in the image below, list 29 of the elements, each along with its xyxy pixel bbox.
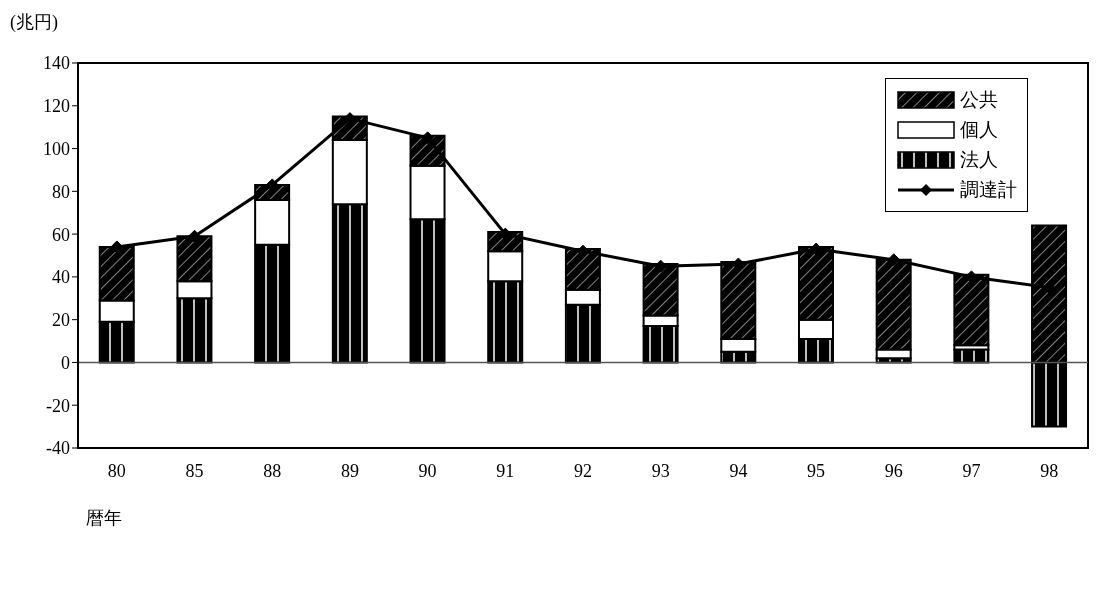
legend-label: 法人 bbox=[960, 148, 998, 172]
y-tick-label: 40 bbox=[52, 267, 70, 288]
legend-label: 公共 bbox=[960, 88, 998, 112]
x-tick-label: 89 bbox=[340, 460, 359, 481]
x-tick-label: 94 bbox=[729, 460, 748, 481]
legend-label: 個人 bbox=[960, 118, 998, 142]
y-tick-label: 80 bbox=[52, 181, 70, 202]
legend-label: 調達計 bbox=[960, 178, 1017, 202]
y-tick-label: 60 bbox=[52, 224, 70, 245]
x-tick-label: 98 bbox=[1040, 460, 1059, 481]
y-axis-title: (兆円) bbox=[10, 11, 58, 34]
y-tick-label: -40 bbox=[46, 438, 70, 459]
y-tick-label: 140 bbox=[43, 53, 70, 74]
y-tick-label: 120 bbox=[43, 96, 70, 117]
x-tick-label: 97 bbox=[962, 460, 981, 481]
y-tick-label: 100 bbox=[43, 138, 70, 159]
x-tick-label: 88 bbox=[263, 460, 282, 481]
x-axis-title: 暦年 bbox=[86, 507, 122, 530]
y-tick-label: 0 bbox=[61, 352, 70, 373]
x-tick-label: 80 bbox=[107, 460, 126, 481]
x-tick-label: 85 bbox=[185, 460, 204, 481]
y-tick-label: 20 bbox=[52, 310, 70, 331]
x-tick-label: 92 bbox=[574, 460, 592, 481]
x-tick-label: 93 bbox=[651, 460, 670, 481]
x-tick-label: 96 bbox=[884, 460, 903, 481]
x-tick-label: 95 bbox=[807, 460, 826, 481]
x-tick-label: 91 bbox=[496, 460, 515, 481]
y-tick-label: -20 bbox=[46, 395, 70, 416]
x-tick-label: 90 bbox=[418, 460, 437, 481]
